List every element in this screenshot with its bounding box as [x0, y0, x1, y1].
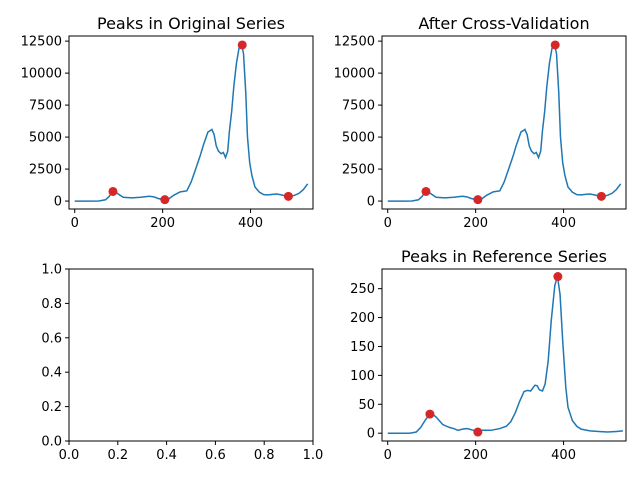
x-tick-label: 1.0: [303, 448, 324, 463]
x-tick-label: 0.2: [107, 448, 128, 463]
subplot-title: After Cross-Validation: [418, 14, 589, 33]
y-tick-label: 0.8: [41, 297, 62, 312]
y-tick-label: 250: [350, 282, 375, 297]
y-tick-label: 5000: [342, 131, 375, 146]
peak-marker: [160, 195, 170, 205]
peak-marker: [596, 191, 606, 201]
y-tick-label: 0.2: [41, 400, 62, 415]
subplot-2: 0 200 400 0 2500 5000 7500 10000 12500 After Cros…: [334, 14, 627, 231]
y-tick-label: 0.0: [41, 435, 62, 450]
axes-frame: [68, 35, 314, 210]
x-tick-label: 200: [463, 216, 488, 231]
axes-frame: [381, 35, 627, 210]
peak-marker: [425, 409, 435, 419]
x-tick-label: 400: [551, 216, 576, 231]
x-tick-label: 0.8: [254, 448, 275, 463]
y-tick-label: 10000: [21, 67, 62, 82]
x-tick-label: 0.6: [205, 448, 226, 463]
peak-marker: [237, 40, 247, 50]
y-tick-label: 0: [54, 195, 62, 210]
peak-marker: [421, 186, 431, 196]
y-tick-label: 1.0: [41, 263, 62, 278]
axes-frame: [68, 268, 314, 442]
peak-marker: [553, 272, 563, 282]
x-tick-label: 400: [551, 448, 576, 463]
subplot-title: Peaks in Original Series: [97, 14, 285, 33]
y-tick-label: 150: [350, 340, 375, 355]
y-tick-label: 0: [367, 427, 375, 442]
peak-marker: [108, 186, 118, 196]
x-tick-label: 0: [384, 448, 392, 463]
y-tick-label: 5000: [29, 131, 62, 146]
y-tick-label: 0: [367, 195, 375, 210]
axes-frame: [381, 268, 627, 442]
x-tick-label: 0.0: [59, 448, 80, 463]
y-tick-label: 7500: [342, 99, 375, 114]
series-line-1: [387, 275, 623, 434]
peak-marker: [283, 191, 293, 201]
peak-marker: [550, 40, 560, 50]
series-line-1: [74, 43, 309, 202]
peak-marker: [473, 427, 483, 437]
subplot-4: 0 200 400 0 50 100 150 200 250 Peaks in Reference…: [350, 247, 627, 463]
subplot-title: Peaks in Reference Series: [401, 247, 607, 266]
x-tick-label: 200: [150, 216, 175, 231]
y-tick-label: 200: [350, 311, 375, 326]
x-tick-label: 0: [71, 216, 79, 231]
y-tick-label: 0.6: [41, 331, 62, 346]
series-line-1: [387, 43, 622, 202]
y-tick-label: 7500: [29, 99, 62, 114]
y-tick-label: 2500: [342, 163, 375, 178]
x-tick-label: 0.4: [156, 448, 177, 463]
y-tick-label: 50: [358, 398, 375, 413]
x-tick-label: 400: [238, 216, 263, 231]
y-tick-label: 12500: [334, 35, 375, 50]
x-tick-label: 0: [384, 216, 392, 231]
subplot-1: 0 200 400 0 2500 5000 7500 10000 12500 Peaks in O…: [21, 14, 314, 231]
x-tick-label: 200: [463, 448, 488, 463]
y-tick-label: 0.4: [41, 366, 62, 381]
y-tick-label: 100: [350, 369, 375, 384]
y-tick-label: 10000: [334, 67, 375, 82]
y-tick-label: 12500: [21, 35, 62, 50]
y-tick-label: 2500: [29, 163, 62, 178]
peak-marker: [473, 195, 483, 205]
subplot-3: 0.0 0.2 0.4 0.6 0.8 1.0 0.0 0.2 0.4 0.6 0.8 1.0: [41, 263, 323, 464]
